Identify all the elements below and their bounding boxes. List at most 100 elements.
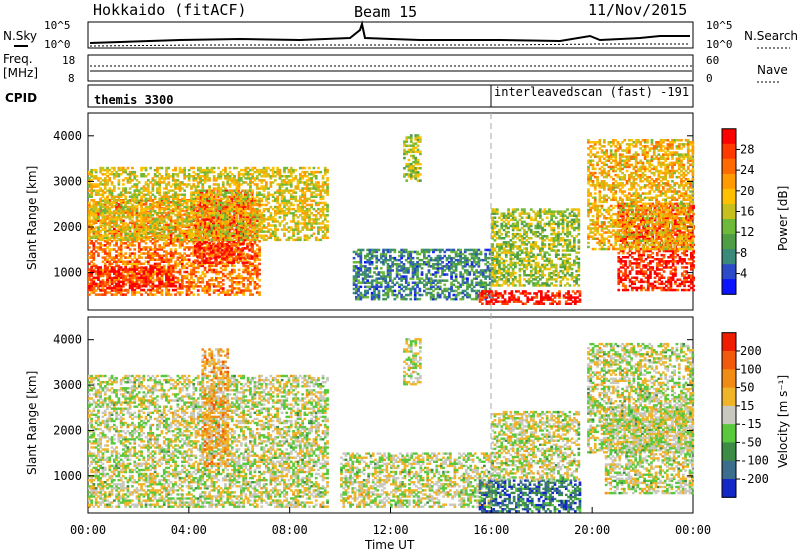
heatmap-cell [156,254,159,257]
heatmap-cell [142,222,146,225]
heatmap-cell [241,232,245,236]
heatmap-cell [128,175,132,178]
heatmap-cell [126,177,130,180]
heatmap-cell [133,195,137,198]
heatmap-cell [234,224,238,227]
heatmap-cell [88,214,91,217]
heatmap-cell [126,240,130,243]
heatmap-cell [190,223,193,227]
heatmap-cell [144,234,148,237]
heatmap-cell [190,264,193,268]
heatmap-cell [122,236,125,240]
heatmap-cell [110,215,114,218]
heatmap-cell [201,230,205,233]
heatmap-cell [160,212,164,215]
heatmap-cell [137,193,141,196]
heatmap-cell [255,252,259,255]
heatmap-cell [117,166,121,170]
heatmap-cell [237,206,240,209]
heatmap-cell [215,262,218,266]
heatmap-cell [162,242,166,245]
heatmap-cell [99,244,102,247]
heatmap-cell [176,262,180,266]
heatmap-cell [133,173,137,176]
freq-label-1: Freq. [3,52,33,66]
heatmap-cell [215,289,218,292]
heatmap-cell [201,289,205,292]
heatmap-cell [248,249,251,252]
heatmap-cell [171,281,175,284]
heatmap-cell [110,256,114,259]
heatmap-cell [151,203,155,207]
heatmap-cell [250,216,254,219]
heatmap-cell [187,248,191,251]
heatmap-cell [106,181,109,184]
heatmap-cell [221,240,224,244]
heatmap-cell [187,287,191,290]
heatmap-cell [221,232,224,236]
heatmap-cell [190,281,193,284]
heatmap-cell [305,203,309,207]
heatmap-cell [131,262,134,266]
freq-label-2: [MHz] [3,66,38,80]
heatmap-cell [224,175,227,178]
heatmap-cell [214,210,217,213]
heatmap-cell [158,228,161,231]
heatmap-cell [296,236,300,240]
heatmap-cell [258,240,261,243]
heatmap-cell [253,236,257,240]
heatmap-cell [90,278,93,281]
heatmap-cell [235,291,239,294]
heatmap-cell [106,291,109,294]
heatmap-cell [230,222,233,225]
heatmap-cell [233,213,236,216]
heatmap-cell [176,279,180,282]
heatmap-cell [160,175,164,178]
heatmap-cell [169,293,173,296]
heatmap-cell [219,242,223,245]
heatmap-cell [233,248,236,251]
heatmap-cell [192,219,196,222]
heatmap-cell [230,264,234,268]
heatmap-cell [283,232,286,235]
heatmap-cell [165,250,168,253]
heatmap-cell [135,240,139,243]
heatmap-cell [165,293,168,296]
heatmap-cell [137,232,141,235]
heatmap-cell [262,185,266,188]
heatmap-cell [199,264,202,268]
heatmap-cell [196,262,200,266]
heatmap-cell [219,197,223,201]
heatmap-cell [94,175,98,178]
heatmap-cell [224,262,227,266]
heatmap-cell [178,240,182,243]
heatmap-cell [210,283,214,286]
heatmap-cell [142,226,146,229]
heatmap-cell [260,168,264,172]
heatmap-cell [246,228,250,231]
heatmap-cell [192,281,196,284]
heatmap-cell [119,231,123,235]
heatmap-cell [292,212,295,215]
heatmap-cell [153,231,157,235]
heatmap-cell [119,266,123,269]
heatmap-cell [216,216,220,219]
heatmap-cell [233,212,236,215]
heatmap-cell [246,276,250,280]
heatmap-cell [124,283,127,286]
heatmap-cell [181,264,184,268]
heatmap-cell [153,242,157,245]
heatmap-cell [255,291,259,294]
heatmap-cell [133,221,137,224]
heatmap-cell [153,181,157,184]
heatmap-cell [240,274,243,278]
heatmap-cell [203,287,207,290]
heatmap-cell [223,189,227,193]
heatmap-cell [144,201,148,204]
heatmap-cell [226,173,230,176]
heatmap-cell [92,262,96,266]
heatmap-cell [176,205,180,208]
heatmap-cell [253,223,257,227]
heatmap-cell [124,177,127,180]
heatmap-cell [126,236,130,240]
